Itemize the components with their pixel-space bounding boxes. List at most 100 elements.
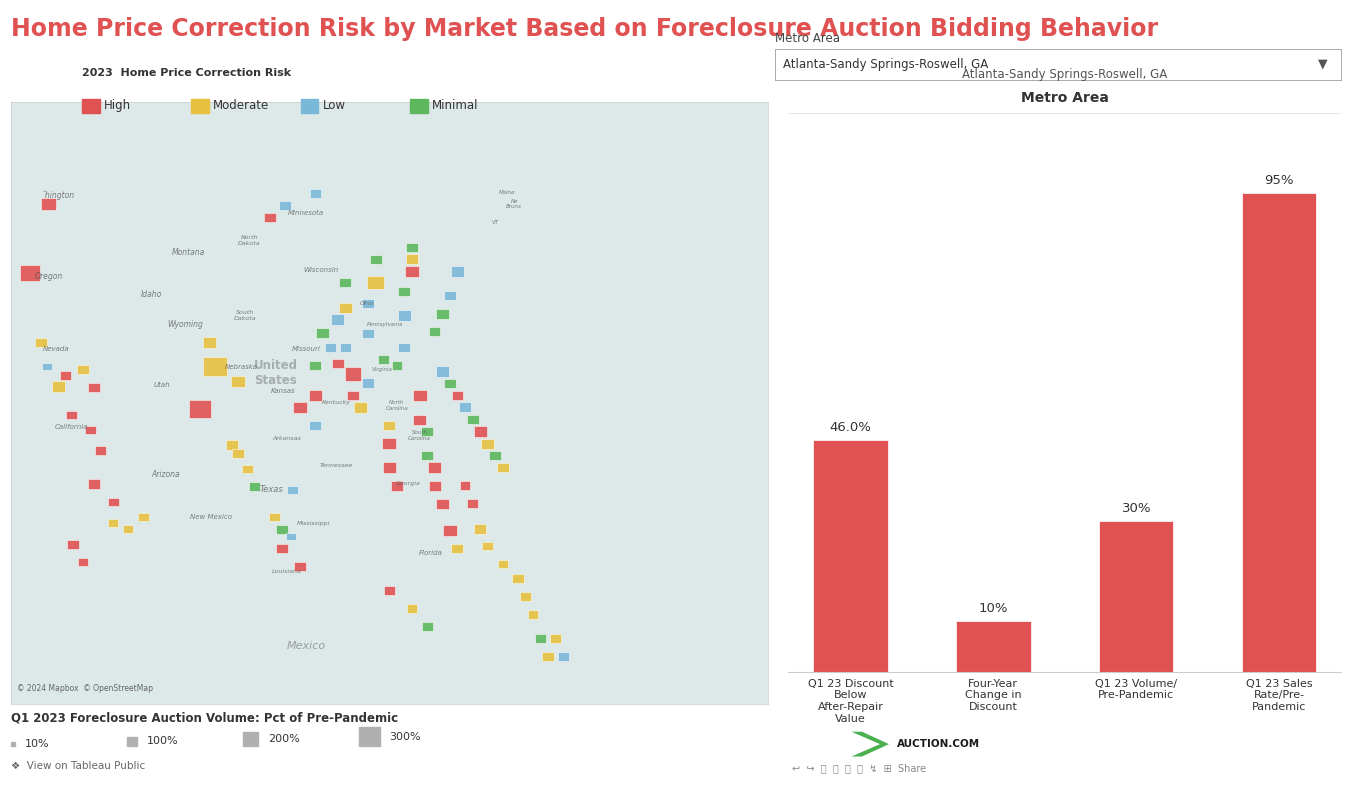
Bar bbox=[956, 622, 1030, 672]
Bar bbox=[382, 463, 396, 473]
Text: Wyoming: Wyoming bbox=[167, 320, 204, 329]
Text: Oregon: Oregon bbox=[34, 272, 63, 281]
Bar bbox=[399, 343, 410, 352]
Bar bbox=[362, 299, 374, 308]
Bar bbox=[467, 499, 478, 508]
Bar bbox=[398, 310, 411, 320]
Bar bbox=[231, 376, 245, 387]
Bar bbox=[317, 328, 329, 339]
Bar bbox=[421, 427, 433, 436]
Text: Idaho: Idaho bbox=[141, 290, 161, 299]
Text: VT: VT bbox=[492, 219, 499, 225]
Bar bbox=[529, 611, 538, 619]
Text: Metro Area: Metro Area bbox=[775, 32, 840, 45]
Text: Kentucky: Kentucky bbox=[322, 400, 351, 405]
Text: 46.0%: 46.0% bbox=[829, 421, 872, 434]
Text: AUCTION.COM: AUCTION.COM bbox=[896, 739, 979, 749]
Bar bbox=[309, 361, 321, 370]
Text: ▼: ▼ bbox=[1318, 58, 1328, 71]
Bar bbox=[429, 481, 441, 491]
Bar bbox=[443, 525, 456, 536]
Bar bbox=[557, 653, 568, 661]
Text: Atlanta-Sandy Springs-Roswell, GA: Atlanta-Sandy Springs-Roswell, GA bbox=[962, 68, 1168, 81]
Bar bbox=[474, 524, 486, 533]
Text: 200%: 200% bbox=[268, 734, 299, 744]
Bar bbox=[287, 533, 295, 540]
Bar bbox=[406, 266, 419, 277]
Bar bbox=[382, 438, 396, 449]
Text: 10%: 10% bbox=[25, 739, 49, 749]
Bar bbox=[94, 446, 107, 456]
Text: Nebraska: Nebraska bbox=[225, 363, 258, 370]
Bar bbox=[249, 483, 261, 491]
Text: Arizona: Arizona bbox=[152, 471, 180, 479]
Text: Minimal: Minimal bbox=[432, 99, 478, 112]
Text: © 2024 Mapbox  © OpenStreetMap: © 2024 Mapbox © OpenStreetMap bbox=[16, 684, 153, 692]
Bar bbox=[76, 365, 89, 374]
Bar bbox=[232, 449, 243, 459]
Text: Montana: Montana bbox=[172, 248, 205, 257]
Text: Pennsylvania: Pennsylvania bbox=[367, 322, 404, 327]
Bar bbox=[279, 201, 291, 210]
Bar bbox=[422, 451, 433, 460]
Bar bbox=[399, 286, 410, 296]
Text: South
Dakota: South Dakota bbox=[234, 310, 257, 321]
Bar bbox=[108, 498, 119, 506]
Bar bbox=[52, 382, 66, 392]
Bar bbox=[467, 415, 478, 425]
Bar bbox=[474, 426, 486, 436]
Bar bbox=[347, 390, 359, 400]
Text: 300%: 300% bbox=[389, 731, 421, 742]
Bar bbox=[422, 622, 433, 630]
Text: Virginia: Virginia bbox=[372, 367, 392, 372]
Text: ❖  View on Tableau Public: ❖ View on Tableau Public bbox=[11, 761, 145, 771]
Bar bbox=[339, 303, 351, 312]
Bar bbox=[392, 361, 402, 370]
Text: Nevada: Nevada bbox=[42, 346, 70, 351]
Text: Moderate: Moderate bbox=[213, 99, 269, 112]
Bar bbox=[354, 402, 367, 413]
Text: South
Carolina: South Carolina bbox=[408, 430, 430, 441]
Text: Home Price Correction Risk by Market Based on Foreclosure Auction Bidding Behavi: Home Price Correction Risk by Market Bas… bbox=[11, 17, 1158, 41]
Bar bbox=[292, 401, 307, 413]
Text: ↩  ↪  ⤢  ⤡  ⬜  ⬛  ↯  ⊞  Share: ↩ ↪ ⤢ ⤡ ⬜ ⬛ ↯ ⊞ Share bbox=[792, 762, 926, 773]
Bar bbox=[512, 574, 523, 583]
Text: Kansas: Kansas bbox=[270, 388, 295, 394]
Bar bbox=[451, 544, 463, 553]
Bar bbox=[391, 481, 403, 491]
Bar bbox=[67, 540, 79, 549]
Bar bbox=[123, 525, 133, 533]
Title: Metro Area: Metro Area bbox=[1020, 91, 1109, 105]
Bar bbox=[407, 604, 417, 612]
Bar bbox=[225, 440, 238, 450]
Text: Mississippi: Mississippi bbox=[296, 521, 331, 525]
Bar bbox=[138, 513, 149, 522]
Bar bbox=[269, 513, 280, 522]
Text: ˆhington: ˆhington bbox=[41, 190, 74, 200]
Text: Texas: Texas bbox=[260, 486, 284, 494]
Text: Arkansas: Arkansas bbox=[273, 436, 302, 441]
Text: 10%: 10% bbox=[978, 603, 1008, 615]
Bar bbox=[384, 586, 395, 595]
Text: 95%: 95% bbox=[1265, 174, 1294, 187]
Bar bbox=[436, 498, 448, 509]
Bar bbox=[497, 560, 508, 568]
Text: Mexico: Mexico bbox=[287, 642, 325, 651]
Bar bbox=[482, 541, 493, 550]
Text: Florida: Florida bbox=[419, 550, 443, 556]
Bar bbox=[406, 242, 418, 252]
Bar bbox=[36, 338, 48, 347]
Bar bbox=[309, 390, 321, 401]
Bar bbox=[362, 378, 374, 389]
Bar bbox=[459, 482, 470, 490]
Bar bbox=[370, 254, 381, 264]
Bar bbox=[428, 463, 441, 473]
Bar bbox=[444, 291, 456, 301]
Bar bbox=[340, 343, 351, 352]
Text: Tennessee: Tennessee bbox=[320, 463, 352, 468]
Bar bbox=[242, 464, 253, 473]
Text: High: High bbox=[104, 99, 131, 112]
Text: Wisconsin: Wisconsin bbox=[303, 267, 339, 273]
Bar bbox=[452, 391, 463, 400]
Text: Maine: Maine bbox=[499, 189, 515, 195]
